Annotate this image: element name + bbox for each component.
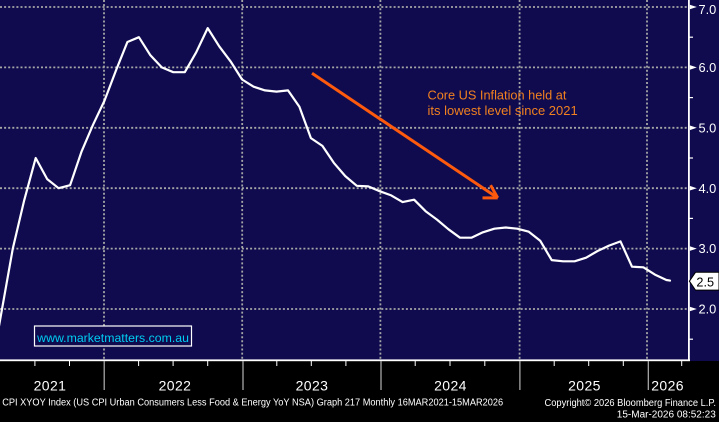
- svg-text:Copyright© 2026 Bloomberg Fina: Copyright© 2026 Bloomberg Finance L.P.: [545, 398, 717, 409]
- svg-text:www.marketmatters.com.au: www.marketmatters.com.au: [36, 331, 189, 345]
- svg-text:2024: 2024: [434, 377, 467, 393]
- svg-text:2021: 2021: [34, 377, 67, 393]
- svg-text:2026: 2026: [651, 377, 684, 393]
- svg-text:2022: 2022: [159, 377, 192, 393]
- svg-text:its lowest level since 2021: its lowest level since 2021: [428, 103, 578, 118]
- svg-text:Core US Inflation held at: Core US Inflation held at: [428, 88, 567, 103]
- svg-text:CPI XYOY Index (US CPI Urban C: CPI XYOY Index (US CPI Urban Consumers L…: [2, 397, 503, 408]
- svg-text:15-Mar-2026 08:52:23: 15-Mar-2026 08:52:23: [617, 410, 716, 421]
- svg-text:4.0: 4.0: [699, 181, 717, 196]
- svg-text:6.0: 6.0: [699, 60, 717, 75]
- svg-text:7.0: 7.0: [699, 2, 717, 17]
- svg-text:5.0: 5.0: [699, 120, 717, 135]
- svg-text:2.5: 2.5: [696, 275, 714, 289]
- svg-text:3.0: 3.0: [699, 241, 717, 256]
- svg-text:2023: 2023: [296, 377, 329, 393]
- svg-text:2.0: 2.0: [699, 302, 717, 317]
- svg-text:2025: 2025: [568, 377, 601, 393]
